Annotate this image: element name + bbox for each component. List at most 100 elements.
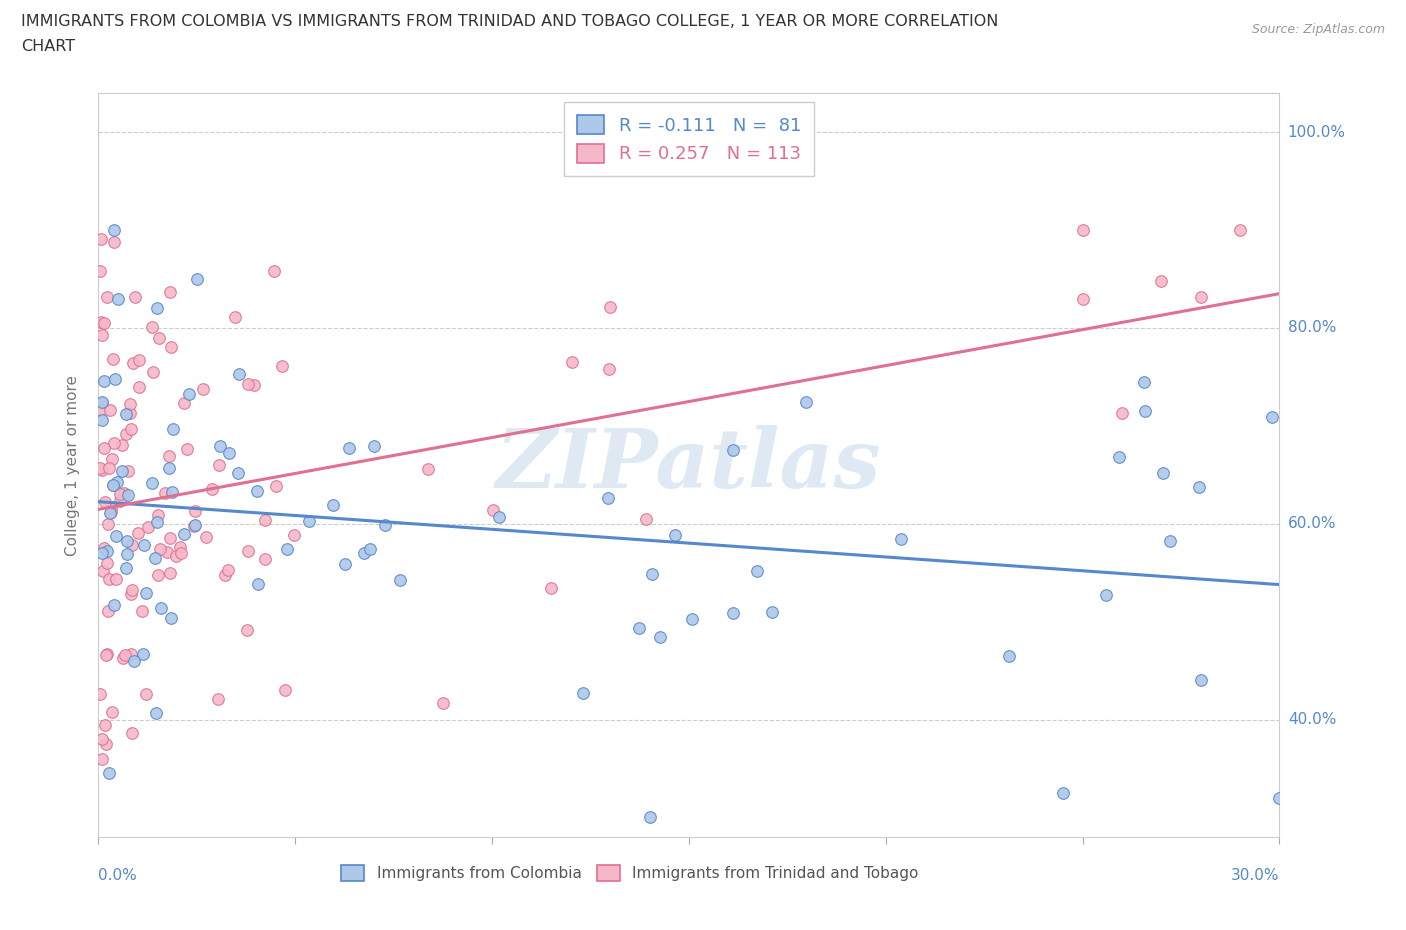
Point [298, 513, 321, 528]
Point [176, 442, 198, 457]
Point [110, 494, 132, 509]
Point [107, 291, 129, 306]
Point [114, 406, 136, 421]
Point [226, 465, 249, 480]
Point [101, 477, 124, 492]
Point [146, 301, 169, 316]
Point [93, 540, 115, 555]
Point [89, 686, 111, 701]
Point [374, 517, 396, 532]
Point [96, 648, 118, 663]
Point [1188, 479, 1211, 494]
Point [217, 563, 239, 578]
Point [100, 705, 122, 720]
Point [1111, 405, 1133, 420]
Point [135, 686, 157, 701]
Point [1052, 786, 1074, 801]
Point [148, 331, 170, 346]
Point [571, 685, 593, 700]
Point [664, 527, 686, 542]
Point [157, 460, 180, 475]
Point [183, 518, 205, 533]
Point [127, 525, 149, 540]
Point [111, 438, 134, 453]
Point [747, 564, 769, 578]
Point [90, 232, 112, 246]
Point [236, 623, 259, 638]
Point [91, 732, 114, 747]
Point [114, 427, 136, 442]
Point [184, 503, 207, 518]
Point [270, 359, 292, 374]
Point [1152, 466, 1174, 481]
Point [1095, 588, 1118, 603]
Text: IMMIGRANTS FROM COLOMBIA VS IMMIGRANTS FROM TRINIDAD AND TOBAGO COLLEGE, 1 YEAR : IMMIGRANTS FROM COLOMBIA VS IMMIGRANTS F… [21, 14, 998, 29]
Point [97, 604, 120, 618]
Point [159, 285, 181, 299]
Point [101, 478, 124, 493]
Point [93, 374, 115, 389]
Point [153, 485, 176, 500]
Point [132, 646, 155, 661]
Point [1159, 534, 1181, 549]
Point [89, 460, 111, 475]
Point [228, 366, 250, 381]
Point [105, 572, 128, 587]
Point [96, 737, 118, 751]
Point [100, 403, 122, 418]
Point [159, 610, 181, 625]
Point [264, 479, 287, 494]
Point [142, 365, 165, 379]
Point [91, 564, 114, 578]
Point [91, 546, 114, 561]
Text: 30.0%: 30.0% [1232, 868, 1279, 883]
Point [128, 379, 150, 394]
Point [91, 413, 114, 428]
Point [103, 435, 125, 450]
Point [599, 300, 621, 315]
Point [634, 512, 657, 526]
Point [145, 706, 167, 721]
Point [143, 551, 166, 565]
Point [128, 352, 150, 367]
Text: ZIPatlas: ZIPatlas [496, 425, 882, 505]
Point [1133, 375, 1156, 390]
Point [93, 495, 115, 510]
Text: 80.0%: 80.0% [1288, 321, 1336, 336]
Point [112, 485, 135, 500]
Point [1133, 404, 1156, 418]
Point [148, 567, 170, 582]
Point [276, 541, 298, 556]
Point [218, 445, 240, 460]
Point [105, 475, 128, 490]
Point [108, 486, 131, 501]
Point [90, 396, 112, 411]
Point [118, 396, 141, 411]
Point [96, 290, 118, 305]
Point [201, 482, 224, 497]
Point [149, 542, 172, 557]
Point [124, 654, 146, 669]
Point [596, 490, 619, 505]
Point [207, 691, 229, 706]
Point [173, 526, 195, 541]
Text: 100.0%: 100.0% [1288, 125, 1346, 140]
Text: 60.0%: 60.0% [1288, 516, 1336, 531]
Point [1268, 790, 1291, 805]
Point [91, 751, 114, 766]
Point [254, 551, 277, 566]
Point [120, 587, 142, 602]
Text: CHART: CHART [21, 39, 75, 54]
Point [169, 540, 191, 555]
Point [103, 235, 125, 250]
Point [141, 475, 163, 490]
Point [794, 394, 817, 409]
Point [481, 503, 503, 518]
Point [650, 630, 672, 644]
Point [254, 512, 277, 527]
Legend: Immigrants from Colombia, Immigrants from Trinidad and Tobago: Immigrants from Colombia, Immigrants fro… [333, 857, 927, 889]
Point [998, 648, 1021, 663]
Text: 0.0%: 0.0% [98, 868, 138, 883]
Point [136, 520, 159, 535]
Point [120, 646, 142, 661]
